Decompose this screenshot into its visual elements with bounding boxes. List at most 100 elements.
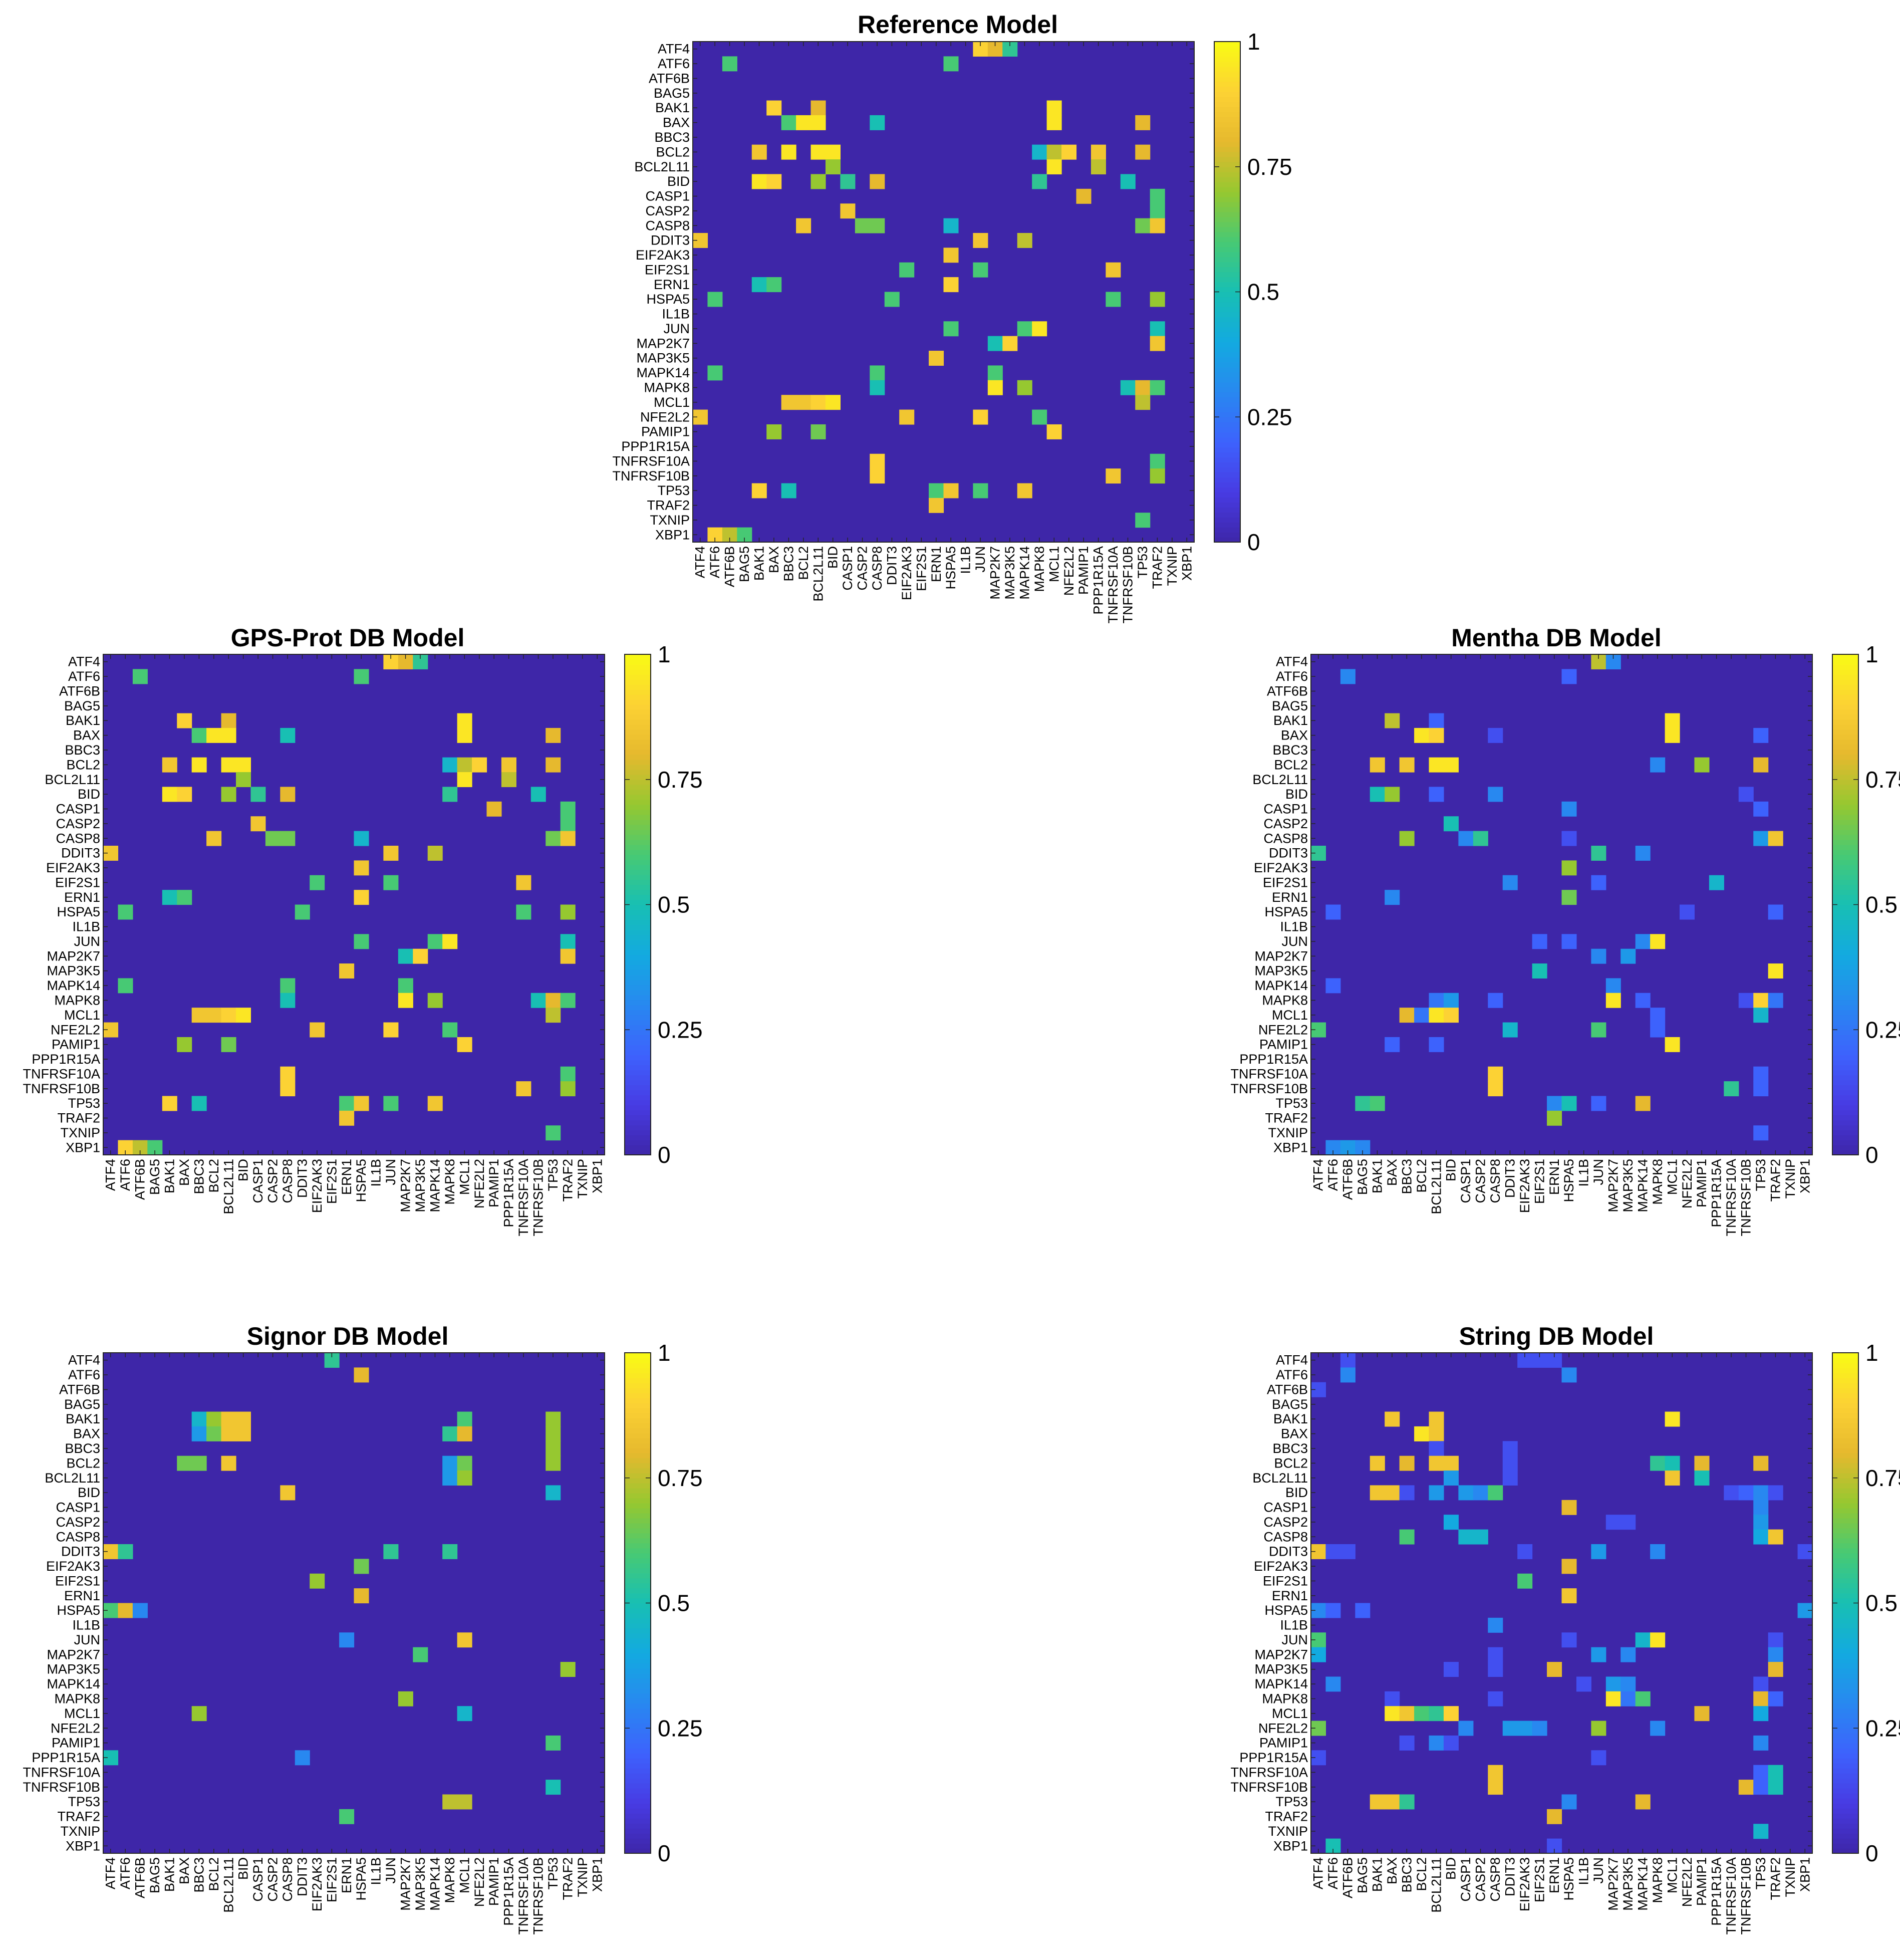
- column-label: XBP1: [590, 1857, 605, 1892]
- colorbar-segment: [1832, 1010, 1858, 1016]
- colorbar-segment: [625, 1392, 651, 1398]
- row-label: BAX: [73, 728, 100, 743]
- colorbar-segment: [1832, 939, 1858, 945]
- row-label: BBC3: [65, 743, 100, 758]
- column-label: JUN: [1591, 1159, 1606, 1185]
- heatmap-cell: [1517, 1573, 1533, 1589]
- heatmap-cell: [339, 1809, 355, 1824]
- row-label: TP53: [1275, 1794, 1308, 1809]
- column-labels: ATF4 ATF6 ATF6B BAG5 BAK1 BAX BBC3 BCL2 BCL2L11 B…: [103, 1159, 605, 1237]
- heatmap-cell: [1753, 1125, 1769, 1141]
- colorbar-segment: [625, 774, 651, 780]
- heatmap-cell: [1370, 1096, 1385, 1111]
- colorbar-segment: [1832, 1613, 1858, 1619]
- colorbar-segment: [625, 1353, 651, 1358]
- heatmap-cell: [1399, 1706, 1415, 1722]
- colorbar-segment: [1214, 502, 1240, 508]
- colorbar-segment: [1832, 1090, 1858, 1095]
- heatmap-cell: [1385, 1485, 1400, 1501]
- heatmap-cell: [310, 1022, 325, 1038]
- heatmap-cell: [191, 1096, 207, 1111]
- row-label: BBC3: [1272, 743, 1308, 758]
- column-label: MAP3K5: [1002, 546, 1017, 600]
- heatmap-cell: [191, 727, 207, 743]
- heatmap-cell: [1135, 218, 1151, 233]
- colorbar-segment: [1832, 1808, 1858, 1814]
- heatmap-cell: [1561, 1588, 1577, 1604]
- colorbar-segment: [625, 1718, 651, 1724]
- row-label: BCL2: [1274, 1455, 1308, 1471]
- heatmap-cell: [1591, 1544, 1606, 1559]
- heatmap-cell: [546, 1008, 561, 1023]
- heatmap-cell: [1502, 1441, 1518, 1456]
- column-label: ATF6: [707, 546, 722, 578]
- colorbar-segment: [625, 954, 651, 960]
- heatmap-cell: [1620, 1691, 1636, 1706]
- column-label: BAK1: [1370, 1159, 1385, 1193]
- colorbar-segment: [1214, 467, 1240, 472]
- heatmap-cell: [1399, 1485, 1415, 1501]
- heatmap-cell: [1694, 1471, 1710, 1486]
- row-label: BAG5: [1272, 1397, 1308, 1412]
- heatmap-cell: [1635, 1632, 1651, 1648]
- colorbar-segment: [625, 1598, 651, 1604]
- heatmap-cell: [766, 174, 782, 189]
- colorbar-segment: [1832, 954, 1858, 960]
- colorbar-segment: [1214, 272, 1240, 278]
- heatmap-cell: [1768, 1632, 1783, 1648]
- colorbar-segment: [625, 1553, 651, 1559]
- heatmap-cell: [1591, 1022, 1606, 1038]
- colorbar-segment: [1832, 1070, 1858, 1075]
- row-label: EIF2S1: [1263, 1573, 1308, 1588]
- heatmap-cell: [1325, 1544, 1341, 1559]
- colorbar-segment: [1832, 1813, 1858, 1819]
- colorbar-segment: [625, 1523, 651, 1529]
- heatmap-cell: [1650, 1455, 1666, 1471]
- heatmap-cell: [1724, 1081, 1739, 1097]
- heatmap-cell: [1046, 100, 1062, 116]
- colorbar-segment: [1214, 151, 1240, 157]
- colorbar-segment: [625, 1653, 651, 1659]
- colorbar-segment: [1214, 317, 1240, 323]
- row-label: BCL2: [1274, 757, 1308, 772]
- colorbar-tick-label: 1: [1865, 641, 1878, 667]
- colorbar: 0 0.25 0.5 0.75 1: [624, 641, 703, 1168]
- column-label: TP53: [546, 1159, 561, 1191]
- heatmap-cell: [162, 787, 177, 802]
- colorbar-segment: [1214, 517, 1240, 523]
- column-label: ERN1: [1547, 1159, 1562, 1195]
- heatmap-cell: [457, 1426, 472, 1441]
- column-label: HSPA5: [354, 1857, 369, 1901]
- heatmap-cell: [1017, 483, 1032, 499]
- colorbar-segment: [1832, 1728, 1858, 1734]
- column-label: ERN1: [339, 1159, 354, 1195]
- heatmap-cell: [1635, 1794, 1651, 1810]
- row-label: BBC3: [654, 130, 690, 145]
- heatmap-cell: [1768, 1647, 1783, 1662]
- colorbar-segment: [1214, 262, 1240, 268]
- heatmap-cell: [1561, 1559, 1577, 1574]
- column-label: BBC3: [191, 1159, 206, 1194]
- heatmap-cell: [206, 831, 222, 846]
- colorbar-segment: [1832, 1743, 1858, 1749]
- heatmap-cell: [1502, 1455, 1518, 1471]
- heatmap-cell: [1135, 144, 1151, 160]
- column-label: ERN1: [929, 546, 944, 582]
- heatmap-cell: [1738, 1780, 1754, 1795]
- colorbar-tick-label: 0.75: [658, 767, 703, 793]
- colorbar-segment: [625, 1703, 651, 1709]
- column-label: MAP3K5: [413, 1857, 428, 1911]
- row-label: DDIT3: [61, 846, 100, 861]
- heatmap-cell: [280, 1066, 296, 1082]
- column-label: MAPK14: [1635, 1159, 1650, 1212]
- colorbar-segment: [625, 909, 651, 915]
- heatmap-cell: [442, 1794, 458, 1810]
- colorbar-segment: [1832, 1488, 1858, 1494]
- colorbar-segment: [1832, 684, 1858, 690]
- colorbar-segment: [625, 709, 651, 715]
- colorbar-segment: [1214, 527, 1240, 533]
- row-labels: ATF4ATF6ATF6BBAG5BAK1BAXBBC3BCL2BCL2L11B…: [612, 42, 690, 543]
- colorbar-segment: [1832, 1543, 1858, 1549]
- colorbar-segment: [625, 1422, 651, 1428]
- row-label: MAP2K7: [47, 948, 100, 963]
